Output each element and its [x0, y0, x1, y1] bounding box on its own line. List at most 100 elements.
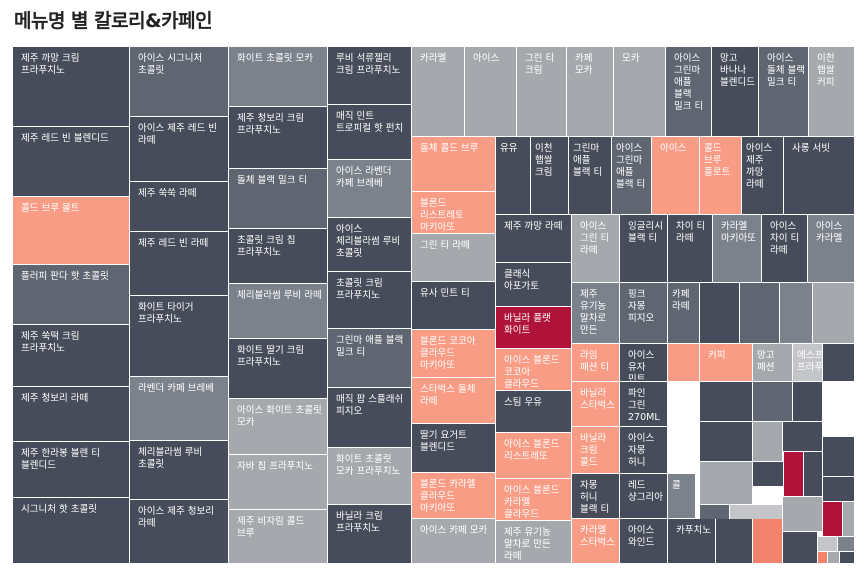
- treemap-tile[interactable]: 아이스 제주 까망 라떼: [742, 137, 784, 215]
- treemap-filler-tile: [823, 477, 855, 502]
- treemap-tile[interactable]: 제주 까망 라떼: [496, 215, 572, 263]
- treemap-tile[interactable]: 제주 쑥쑥 라떼: [130, 182, 229, 232]
- treemap-tile[interactable]: 아이스 블론드 카라멜 클라우드: [496, 479, 572, 521]
- treemap-tile[interactable]: 사롱 서빗: [784, 137, 855, 215]
- treemap-tile[interactable]: 망고 바나나 블렌디드: [712, 47, 759, 137]
- treemap-tile[interactable]: 카라멜 마키아또: [713, 215, 762, 283]
- treemap-tile[interactable]: 아이스 카라멜: [808, 215, 855, 283]
- treemap-tile[interactable]: 바닐라 크림 콜드: [572, 427, 620, 474]
- treemap-tile[interactable]: 체리블라썸 루비 라떼: [229, 284, 328, 339]
- treemap-tile[interactable]: 화이트 타이거 프라푸치노: [130, 296, 229, 377]
- treemap-tile[interactable]: 스타벅스 돌체 라떼: [412, 378, 496, 424]
- treemap-tile[interactable]: 딸기 요거트 블렌디드: [412, 424, 496, 473]
- treemap-tile[interactable]: 아이스 돌체 블랙 밀크 티: [759, 47, 809, 137]
- treemap-tile[interactable]: 초콜릿 크림 칩 프라푸치노: [229, 229, 328, 284]
- treemap-tile[interactable]: 아이스 그린마 애플 블랙 밀크 티: [666, 47, 712, 137]
- treemap-tile[interactable]: 아이스 그린 티 라떼: [572, 215, 620, 283]
- treemap-tile[interactable]: 체리블라썸 루비 초콜릿: [130, 441, 229, 500]
- treemap-tile[interactable]: 초콜릿 크림 프라푸치노: [328, 272, 412, 329]
- treemap-tile[interactable]: 제주 청보리 크림 프라푸치노: [229, 107, 328, 169]
- treemap-filler-tile: [700, 283, 740, 344]
- treemap-tile[interactable]: 라임 패션 티: [572, 344, 620, 382]
- treemap-tile[interactable]: 레드 샹그리아: [620, 474, 668, 519]
- treemap-tile[interactable]: 아이스 제주 청보리 라떼: [130, 500, 229, 564]
- treemap-tile[interactable]: 차이 티 라떼: [668, 215, 713, 283]
- treemap-tile[interactable]: 아이스 블론드 리스트레또: [496, 433, 572, 479]
- treemap-tile[interactable]: 매직 민트 트로피컬 핫 펀치: [328, 105, 412, 160]
- treemap-tile[interactable]: 망고 패션: [753, 344, 793, 382]
- treemap-tile[interactable]: 바닐라 크림 프라푸치노: [328, 505, 412, 564]
- treemap-tile[interactable]: 아이스 차이 티 라떼: [762, 215, 808, 283]
- treemap-tile-label: 제주 쑥떡 크림 프라푸치노: [21, 331, 80, 354]
- treemap-tile[interactable]: 제주 비자림 콜드 브루: [229, 510, 328, 564]
- treemap-tile[interactable]: 아이스 제주 레드 빈 라떼: [130, 117, 229, 182]
- treemap-tile[interactable]: 콜드 브루 플로트: [700, 137, 742, 215]
- treemap-tile[interactable]: 카페 라떼: [668, 283, 700, 344]
- treemap-tile[interactable]: 라벤더 카페 브레베: [130, 377, 229, 441]
- treemap-tile[interactable]: 자몽 허니 블랙 티: [572, 474, 620, 519]
- treemap-tile[interactable]: 아이스 그린마 애플 블랙 티: [612, 137, 652, 215]
- treemap-tile[interactable]: 화이트 초콜릿 모카: [229, 47, 328, 107]
- treemap-tile[interactable]: 커피: [700, 344, 753, 382]
- treemap-tile[interactable]: 이천 햅쌀 커피: [809, 47, 855, 137]
- treemap-tile[interactable]: 모카: [614, 47, 666, 137]
- treemap-tile[interactable]: 블론드 카라멜 클라우드 마키아또: [412, 473, 496, 519]
- treemap-tile[interactable]: 그린 티 라떼: [412, 234, 496, 282]
- treemap-tile[interactable]: 카라멜 스타벅스: [572, 519, 620, 564]
- treemap-tile[interactable]: 아이스 카페 모카: [412, 519, 496, 564]
- treemap-tile[interactable]: 그린 티 크림: [517, 47, 567, 137]
- treemap-tile[interactable]: 핑크 자몽 피지오: [620, 283, 668, 344]
- treemap-filler-tile: [753, 462, 784, 487]
- treemap-tile[interactable]: 매직 팝 스플래쉬 피지오: [328, 388, 412, 448]
- treemap-tile[interactable]: 그린마 애플 블랙 티: [569, 137, 612, 215]
- treemap-tile[interactable]: 카라멜: [412, 47, 465, 137]
- treemap-tile[interactable]: 콜: [668, 474, 696, 519]
- treemap-tile[interactable]: 바닐라 플랫 화이트: [496, 307, 572, 349]
- treemap-tile[interactable]: 루비 석류젤리 크림 프라푸치노: [328, 47, 412, 105]
- treemap-tile[interactable]: 아이스: [465, 47, 517, 137]
- treemap-tile[interactable]: 카푸치노: [668, 519, 716, 564]
- treemap-tile[interactable]: 바닐라 스타벅스: [572, 382, 620, 427]
- treemap-tile[interactable]: 유사 민트 티: [412, 282, 496, 330]
- treemap-tile[interactable]: 제주 유기농 말차로 만든: [572, 283, 620, 344]
- treemap-filler-tile: [818, 552, 828, 564]
- treemap-tile[interactable]: 화이트 딸기 크림 프라푸치노: [229, 339, 328, 399]
- treemap-tile[interactable]: 플러피 판다 핫 초콜릿: [13, 265, 130, 325]
- treemap-tile-label: 바닐라 플랫 화이트: [504, 313, 551, 336]
- treemap-tile[interactable]: 아이스 자몽 허니: [620, 427, 668, 474]
- treemap-tile[interactable]: 블론드 리스트레토 마키아또: [412, 192, 496, 234]
- treemap-tile[interactable]: 아이스: [652, 137, 700, 215]
- treemap-tile[interactable]: 자바 칩 프라푸치노: [229, 455, 328, 510]
- treemap-tile[interactable]: 제주 까망 크림 프라푸치노: [13, 47, 130, 127]
- treemap-tile[interactable]: 아이스 체리블라썸 루비 초콜릿: [328, 218, 412, 272]
- treemap-tile[interactable]: 그린마 애플 블랙 밀크 티: [328, 329, 412, 388]
- treemap-tile[interactable]: 제주 레드 빈 블렌디드: [13, 127, 130, 197]
- treemap-tile[interactable]: 제주 유기농 말차로 만든 라떼: [496, 521, 572, 564]
- treemap-tile[interactable]: 유유: [496, 137, 531, 215]
- treemap-tile[interactable]: 제주 청보리 라떼: [13, 387, 130, 442]
- treemap-tile[interactable]: 에스프레소 프라푸치노: [793, 344, 823, 382]
- treemap-tile[interactable]: 화이트 초콜릿 모카 프라푸치노: [328, 448, 412, 505]
- treemap-tile[interactable]: 아이스 블론드 코코아 클라우드: [496, 349, 572, 391]
- treemap-tile[interactable]: 돌체 콜드 브루: [412, 137, 496, 192]
- treemap-tile[interactable]: 돌체 블랙 밀크 티: [229, 169, 328, 229]
- treemap-tile[interactable]: 시그니처 핫 초콜릿: [13, 498, 130, 564]
- treemap-tile[interactable]: 파인 그린 270ML: [620, 382, 668, 427]
- treemap-tile[interactable]: 아이스 화이트 초콜릿 모카: [229, 399, 328, 455]
- treemap-tile-label: 아이스 라벤더 카페 브레베: [336, 166, 392, 189]
- treemap-tile[interactable]: 블론드 코코아 클라우드 마키아또: [412, 330, 496, 378]
- treemap-tile-label: 아이스 시그니처 초콜릿: [138, 53, 203, 76]
- treemap-tile[interactable]: 카페 모카: [567, 47, 614, 137]
- treemap-tile[interactable]: 클래식 아포가토: [496, 263, 572, 307]
- treemap-tile[interactable]: 콜드 브루 몰트: [13, 197, 130, 265]
- treemap-tile[interactable]: 아이스 라벤더 카페 브레베: [328, 160, 412, 218]
- treemap-tile[interactable]: 아이스 시그니처 초콜릿: [130, 47, 229, 117]
- treemap-tile[interactable]: 스팀 우유: [496, 391, 572, 433]
- treemap-tile[interactable]: 아이스 유자 민트: [620, 344, 668, 382]
- treemap-tile[interactable]: 이천 햅쌀 크림: [531, 137, 569, 215]
- treemap-tile[interactable]: 제주 한라봉 블렌 티 블렌디드: [13, 442, 130, 498]
- treemap-tile[interactable]: 제주 쑥떡 크림 프라푸치노: [13, 325, 130, 387]
- treemap-tile[interactable]: 제주 레드 빈 라떼: [130, 232, 229, 296]
- treemap-tile[interactable]: 잉글리시 블랙 티: [620, 215, 668, 283]
- treemap-tile[interactable]: 아이스 와인드: [620, 519, 668, 564]
